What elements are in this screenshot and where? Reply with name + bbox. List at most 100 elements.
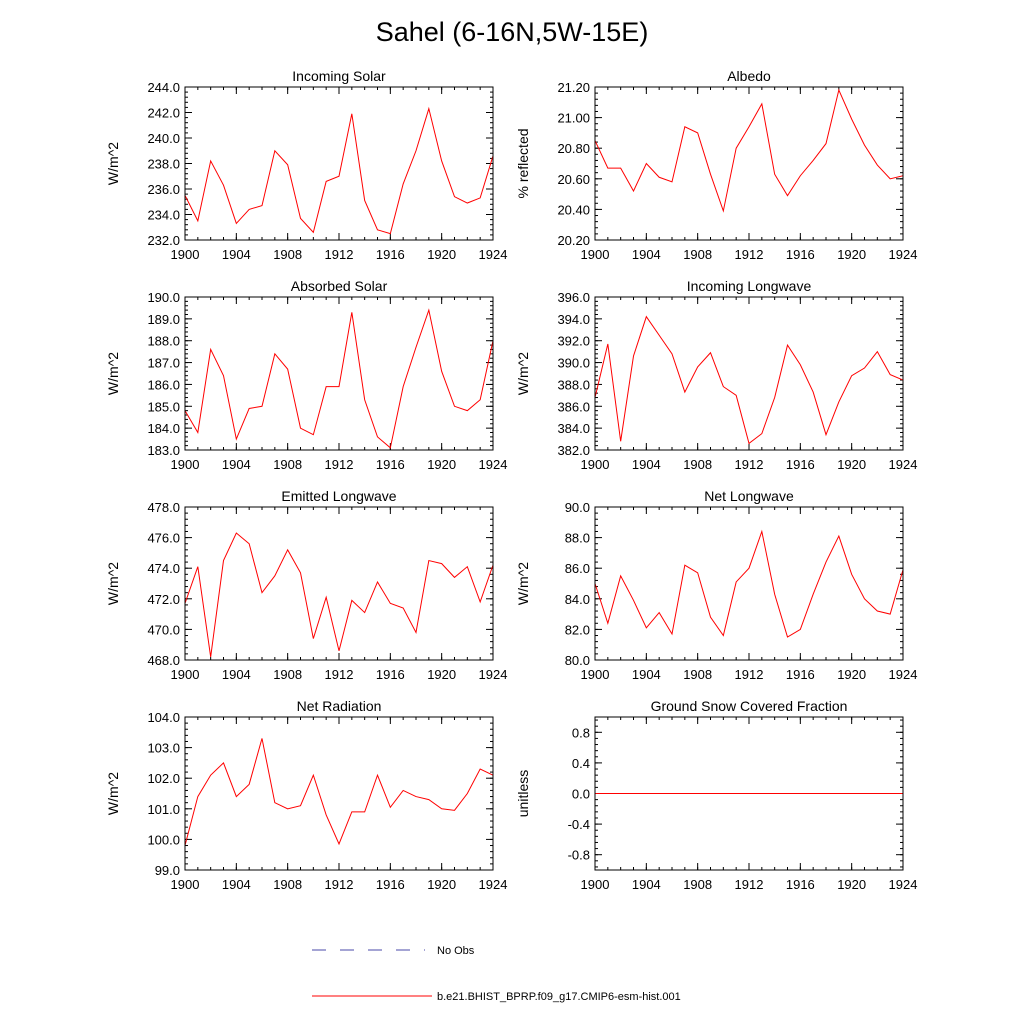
- x-tick-label: 1908: [273, 667, 302, 682]
- series-line: [185, 308, 493, 449]
- y-tick-label: 390.0: [557, 356, 590, 371]
- y-tick-label: 20.40: [557, 202, 590, 217]
- y-tick-label: 238.0: [147, 157, 180, 172]
- y-tick-label: 20.20: [557, 233, 590, 248]
- panel-title: Net Longwave: [704, 488, 794, 504]
- y-tick-label: 20.80: [557, 141, 590, 156]
- x-tick-label: 1900: [581, 877, 610, 892]
- x-tick-label: 1924: [479, 667, 508, 682]
- y-axis-label: W/m^2: [515, 562, 531, 605]
- x-tick-label: 1924: [889, 247, 918, 262]
- x-tick-label: 1900: [171, 877, 200, 892]
- x-tick-label: 1912: [735, 247, 764, 262]
- x-tick-label: 1900: [171, 457, 200, 472]
- y-tick-label: 386.0: [557, 399, 590, 414]
- y-tick-label: 382.0: [557, 443, 590, 458]
- y-axis-label: W/m^2: [105, 772, 121, 815]
- y-tick-label: 103.0: [147, 741, 180, 756]
- series-line: [595, 88, 903, 213]
- legend-label: b.e21.BHIST_BPRP.f09_g17.CMIP6-esm-hist.…: [437, 991, 681, 1003]
- y-axis-label: W/m^2: [105, 142, 121, 185]
- y-tick-label: 476.0: [147, 531, 180, 546]
- x-tick-label: 1912: [325, 877, 354, 892]
- y-tick-label: 104.0: [147, 710, 180, 725]
- y-tick-label: -0.4: [568, 817, 590, 832]
- y-tick-label: 100.0: [147, 832, 180, 847]
- y-tick-label: -0.8: [568, 848, 590, 863]
- x-tick-label: 1904: [222, 877, 251, 892]
- x-tick-label: 1916: [376, 457, 405, 472]
- legend: No Obs b.e21.BHIST_BPRP.f09_g17.CMIP6-esm…: [312, 945, 681, 1003]
- x-tick-label: 1920: [427, 877, 456, 892]
- y-tick-label: 20.60: [557, 172, 590, 187]
- panel-1: Incoming Solar W/m^2 1900 1904 1908 1912 1916 1…: [105, 68, 507, 262]
- panel-title: Net Radiation: [297, 698, 382, 714]
- panel-2: Albedo % reflected 1900 1904 1908 1912 1916 192…: [515, 68, 917, 262]
- x-tick-label: 1916: [786, 457, 815, 472]
- panel-title: Ground Snow Covered Fraction: [651, 698, 848, 714]
- panel-title: Incoming Solar: [292, 68, 386, 84]
- x-tick-label: 1924: [479, 247, 508, 262]
- x-tick-label: 1908: [683, 667, 712, 682]
- panels: Incoming Solar W/m^2 1900 1904 1908 1912 1916 1…: [105, 68, 917, 892]
- y-tick-label: 82.0: [565, 622, 590, 637]
- plot-frame: [594, 716, 904, 871]
- x-tick-label: 1900: [171, 247, 200, 262]
- x-tick-label: 1908: [273, 457, 302, 472]
- series-line: [185, 106, 493, 235]
- figure-title: Sahel (6-16N,5W-15E): [376, 17, 649, 47]
- plot-frame: [184, 716, 494, 871]
- x-tick-label: 1920: [427, 247, 456, 262]
- series-line: [595, 529, 903, 638]
- plot-frame: [184, 296, 494, 451]
- y-tick-label: 240.0: [147, 131, 180, 146]
- y-axis-label: % reflected: [515, 128, 531, 198]
- y-tick-label: 183.0: [147, 443, 180, 458]
- x-tick-label: 1924: [889, 877, 918, 892]
- y-tick-label: 470.0: [147, 622, 180, 637]
- plot-frame: [594, 86, 904, 241]
- x-tick-label: 1908: [273, 247, 302, 262]
- y-tick-label: 80.0: [565, 653, 590, 668]
- panel-5: Emitted Longwave W/m^2 1900 1904 1908 1912 191…: [105, 488, 507, 682]
- panel-6: Net Longwave W/m^2 1900 1904 1908 1912 1916 192…: [515, 488, 917, 682]
- panel-3: Absorbed Solar W/m^2 1900 1904 1908 1912 1916 1…: [105, 278, 507, 472]
- x-tick-label: 1900: [171, 667, 200, 682]
- panel-title: Albedo: [727, 68, 771, 84]
- x-tick-label: 1904: [222, 247, 251, 262]
- y-axis-label: W/m^2: [515, 352, 531, 395]
- y-tick-label: 190.0: [147, 290, 180, 305]
- x-tick-label: 1920: [837, 457, 866, 472]
- panel-7: Net Radiation W/m^2 1900 1904 1908 1912 1916 19…: [105, 698, 507, 892]
- x-tick-label: 1916: [786, 667, 815, 682]
- x-tick-label: 1904: [632, 247, 661, 262]
- x-tick-label: 1912: [325, 667, 354, 682]
- y-tick-label: 478.0: [147, 500, 180, 515]
- x-tick-label: 1916: [376, 877, 405, 892]
- x-tick-label: 1904: [222, 667, 251, 682]
- y-tick-label: 392.0: [557, 334, 590, 349]
- x-tick-label: 1916: [376, 667, 405, 682]
- x-tick-label: 1908: [683, 247, 712, 262]
- y-tick-label: 88.0: [565, 531, 590, 546]
- x-tick-label: 1924: [889, 667, 918, 682]
- y-tick-label: 186.0: [147, 377, 180, 392]
- y-tick-label: 99.0: [155, 863, 180, 878]
- y-tick-label: 232.0: [147, 233, 180, 248]
- y-tick-label: 474.0: [147, 561, 180, 576]
- x-tick-label: 1916: [376, 247, 405, 262]
- x-tick-label: 1924: [889, 457, 918, 472]
- y-tick-label: 396.0: [557, 290, 590, 305]
- plot-frame: [184, 86, 494, 241]
- y-tick-label: 90.0: [565, 500, 590, 515]
- y-tick-label: 236.0: [147, 182, 180, 197]
- series-line: [185, 532, 493, 658]
- panel-title: Absorbed Solar: [291, 278, 388, 294]
- plot-frame: [594, 506, 904, 661]
- panel-title: Incoming Longwave: [687, 278, 812, 294]
- x-tick-label: 1904: [222, 457, 251, 472]
- x-tick-label: 1920: [427, 667, 456, 682]
- y-tick-label: 472.0: [147, 592, 180, 607]
- y-tick-label: 0.4: [572, 756, 590, 771]
- y-tick-label: 21.00: [557, 111, 590, 126]
